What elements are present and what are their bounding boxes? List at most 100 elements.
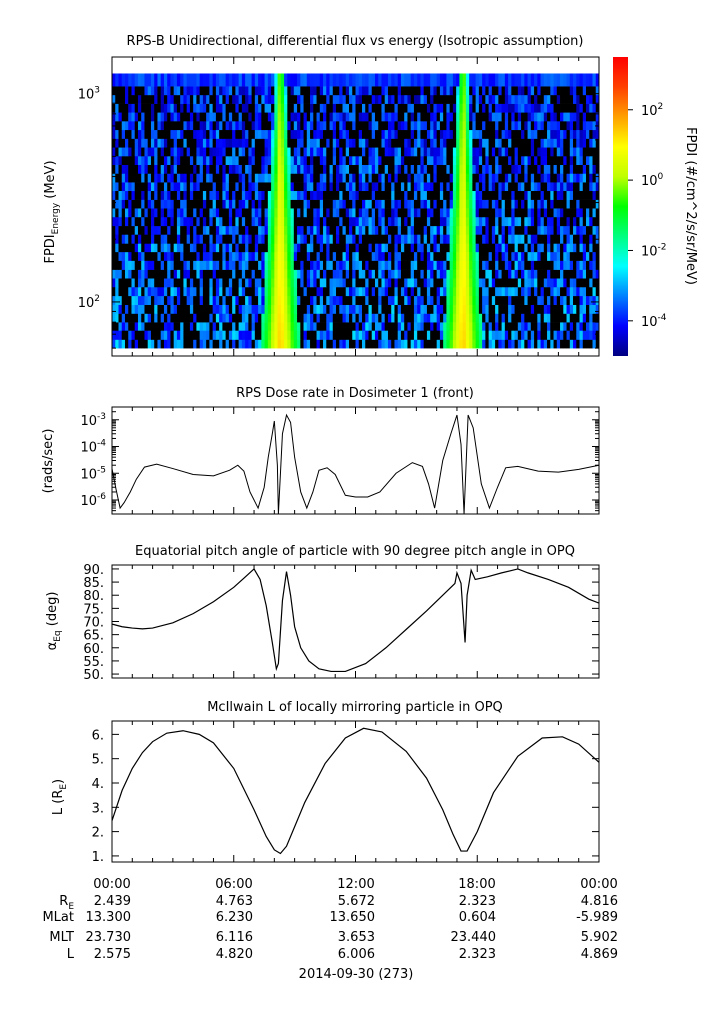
- spectrogram-cell: [517, 190, 522, 200]
- spectrogram-cell: [176, 216, 181, 227]
- spectrogram-cell: [530, 103, 535, 113]
- spectrogram-cell: [462, 339, 467, 349]
- spectrogram-cell: [556, 278, 561, 288]
- spectrogram-cell: [569, 234, 574, 244]
- spectrogram-cell: [160, 234, 165, 244]
- spectrogram-cell: [342, 94, 347, 104]
- spectrogram-cell: [475, 339, 480, 349]
- spectrogram-cell: [131, 278, 136, 288]
- spectrogram-cell: [423, 208, 428, 218]
- spectrogram-cell: [300, 164, 304, 174]
- spectrogram-cell: [219, 278, 223, 288]
- spectrogram-cell: [368, 94, 373, 104]
- spectrogram-cell: [498, 73, 502, 87]
- spectrogram-cell: [368, 295, 373, 305]
- spectrogram-cell: [472, 234, 477, 244]
- spectrogram-cell: [277, 112, 282, 122]
- spectrogram-cell: [504, 103, 509, 113]
- spectrogram-cell: [560, 304, 564, 314]
- spectrogram-cell: [284, 322, 288, 331]
- spectrogram-cell: [540, 251, 545, 261]
- spectrogram-cell: [241, 278, 246, 288]
- spectrogram-cell: [472, 121, 477, 131]
- spectrogram-cell: [141, 173, 145, 183]
- spectrogram-cell: [482, 322, 486, 331]
- spectrogram-cell: [586, 339, 590, 349]
- spectrogram-cell: [267, 313, 272, 323]
- spectrogram-cell: [336, 112, 340, 122]
- spectrogram-cell: [540, 313, 545, 323]
- spectrogram-cell: [540, 295, 545, 305]
- spectrogram-cell: [365, 313, 369, 323]
- spectrogram-cell: [303, 138, 308, 148]
- spectrogram-cell: [297, 339, 301, 349]
- spectrogram-cell: [326, 138, 330, 148]
- spectrogram-cell: [349, 164, 353, 174]
- spectrogram-cell: [193, 251, 197, 261]
- spectrogram-cell: [352, 304, 356, 314]
- spectrogram-cell: [508, 269, 512, 279]
- spectrogram-cell: [579, 182, 584, 192]
- spectrogram-cell: [303, 121, 308, 131]
- spectrogram-cell: [323, 73, 327, 87]
- spectrogram-cell: [413, 112, 418, 122]
- spectrogram-cell: [297, 216, 301, 227]
- spectrogram-cell: [433, 173, 438, 183]
- y-tick-label: 2.: [92, 826, 104, 841]
- spectrogram-cell: [566, 112, 571, 122]
- spectrogram-cell: [228, 199, 233, 209]
- spectrogram-cell: [443, 216, 447, 227]
- spectrogram-cell: [228, 260, 233, 270]
- spectrogram-cell: [196, 112, 201, 122]
- spectrogram-cell: [504, 190, 509, 200]
- spectrogram-cell: [332, 73, 337, 87]
- spectrogram-cell: [196, 94, 201, 104]
- spectrogram-cell: [485, 199, 490, 209]
- spectrogram-cell: [258, 313, 262, 323]
- spectrogram-cell: [504, 286, 509, 297]
- spectrogram-cell: [128, 269, 132, 279]
- spectrogram-cell: [313, 138, 317, 148]
- mcilwain-l-x-ticks: [111, 721, 600, 862]
- spectrogram-cell: [426, 190, 431, 200]
- spectrogram-cell: [423, 86, 428, 96]
- spectrogram-cell: [254, 156, 259, 165]
- spectrogram-cell: [488, 94, 493, 104]
- spectrogram-cell: [128, 278, 132, 288]
- spectrogram-cell: [426, 225, 431, 235]
- spectrogram-cell: [297, 94, 301, 104]
- spectrogram-cell: [420, 295, 425, 305]
- spectrogram-cell: [566, 225, 571, 235]
- spectrogram-cell: [267, 164, 272, 174]
- spectrogram-cell: [118, 260, 123, 270]
- spectrogram-cell: [112, 147, 116, 157]
- spectrogram-cell: [319, 278, 324, 288]
- spectrogram-cell: [186, 278, 191, 288]
- spectrogram-cell: [436, 216, 441, 227]
- spectrogram-cell: [160, 330, 165, 340]
- spectrogram-cell: [397, 251, 402, 261]
- spectrogram-cell: [430, 138, 434, 148]
- spectrogram-cell: [339, 225, 343, 235]
- spectrogram-cell: [144, 260, 149, 270]
- spectrogram-cell: [459, 121, 464, 131]
- spectrogram-cell: [378, 286, 382, 297]
- spectrogram-cell: [150, 138, 155, 148]
- spectrogram-cell: [420, 339, 425, 349]
- spectrogram-cell: [167, 164, 171, 174]
- spectrogram-cell: [456, 73, 460, 87]
- spectrogram-cell: [524, 147, 528, 157]
- spectrogram-cell: [228, 286, 233, 297]
- spectrogram-cell: [413, 199, 418, 209]
- spectrogram-cell: [586, 199, 590, 209]
- spectrogram-cell: [436, 243, 441, 253]
- spectrogram-cell: [199, 86, 204, 96]
- spectrogram-cell: [365, 129, 369, 139]
- spectrogram-cell: [212, 112, 217, 122]
- spectrogram-cell: [430, 269, 434, 279]
- spectrogram-cell: [504, 94, 509, 104]
- colorbar-label: FPDI (#/cm^2/s/sr/MeV): [683, 127, 698, 285]
- spectrogram-cell: [157, 278, 162, 288]
- spectrogram-cell: [495, 86, 499, 96]
- spectrogram-cell: [186, 190, 191, 200]
